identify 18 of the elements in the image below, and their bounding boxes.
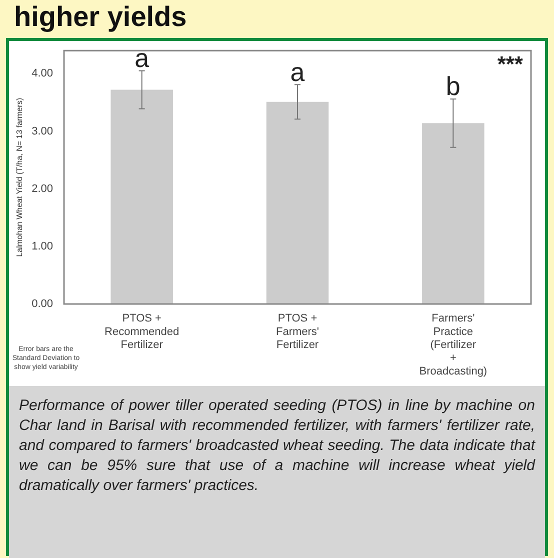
text: Performance of power tiller operated seeding (PTOS) in line by machine on Char land in Barisal with recommended fertilizer, with farmers' fertilizer rate, and compared to farmers' broadcasted wheat seeding. The data indicate that we can be 95% sure that use of a machine will increase wheat yield dramatically over farmers' practices. — [9, 386, 545, 558]
y-tick-label: 3.00 — [32, 125, 54, 138]
chart-title: higher yields — [13, 0, 188, 34]
y-tick-label: 2.00 — [32, 182, 54, 195]
y-tick-label: 0.00 — [32, 298, 54, 310]
x-tick-label: Farmers' Practice (Fertilizer + Broadcasting) — [419, 312, 488, 378]
bar — [266, 102, 329, 304]
annotation: *** — [497, 52, 524, 77]
x-tick-label: PTOS + Farmers' Fertilizer — [276, 312, 320, 352]
y-tick-label: 4.00 — [32, 68, 54, 80]
bar — [110, 90, 173, 304]
y-axis-title: Lalmohan Wheat Yield (T/ha, N= 13 farmers) — [15, 97, 24, 257]
y-tick-label: 1.00 — [32, 240, 54, 252]
bar — [422, 123, 484, 304]
annotation: a — [134, 42, 150, 73]
annotation: b — [446, 71, 460, 102]
x-tick-label: PTOS + Recommended Fertilizer — [104, 312, 180, 352]
annotation: a — [290, 56, 306, 87]
